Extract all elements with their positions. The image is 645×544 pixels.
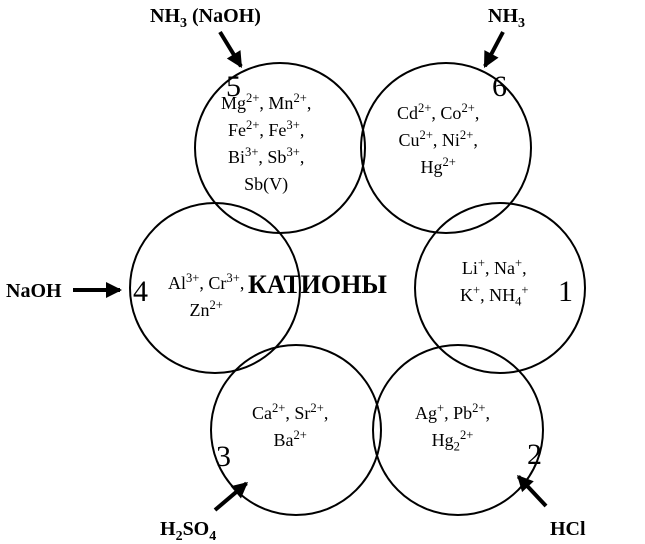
reagent-arrow-nh3-naoh [210,26,259,85]
group-ions-4: Al3+, Cr3+,Zn2+ [168,270,244,324]
reagent-label-hcl: HCl [550,518,586,541]
reagent-label-naoh: NaOH [6,280,62,303]
group-ions-1: Li+, Na+,K+, NH4+ [460,255,529,309]
group-ions-3: Ca2+, Sr2+,Ba2+ [252,400,328,454]
reagent-arrow-naoh [73,278,134,302]
reagent-label-h2so4: H2SO4 [160,518,216,541]
group-ions-6: Cd2+, Co2+,Cu2+, Ni2+,Hg2+ [397,100,479,181]
group-ions-2: Ag+, Pb2+,Hg22+ [415,400,490,454]
group-number-1: 1 [558,275,573,309]
group-number-4: 4 [133,275,148,309]
group-number-2: 2 [527,438,542,472]
reagent-label-nh3: NH3 [488,5,525,28]
group-ions-5: Mg2+, Mn2+,Fe2+, Fe3+,Bi3+, Sb3+,Sb(V) [221,90,311,198]
group-number-6: 6 [492,70,507,104]
group-number-3: 3 [216,440,231,474]
reagent-label-nh3-naoh: NH3 (NaOH) [150,5,261,28]
